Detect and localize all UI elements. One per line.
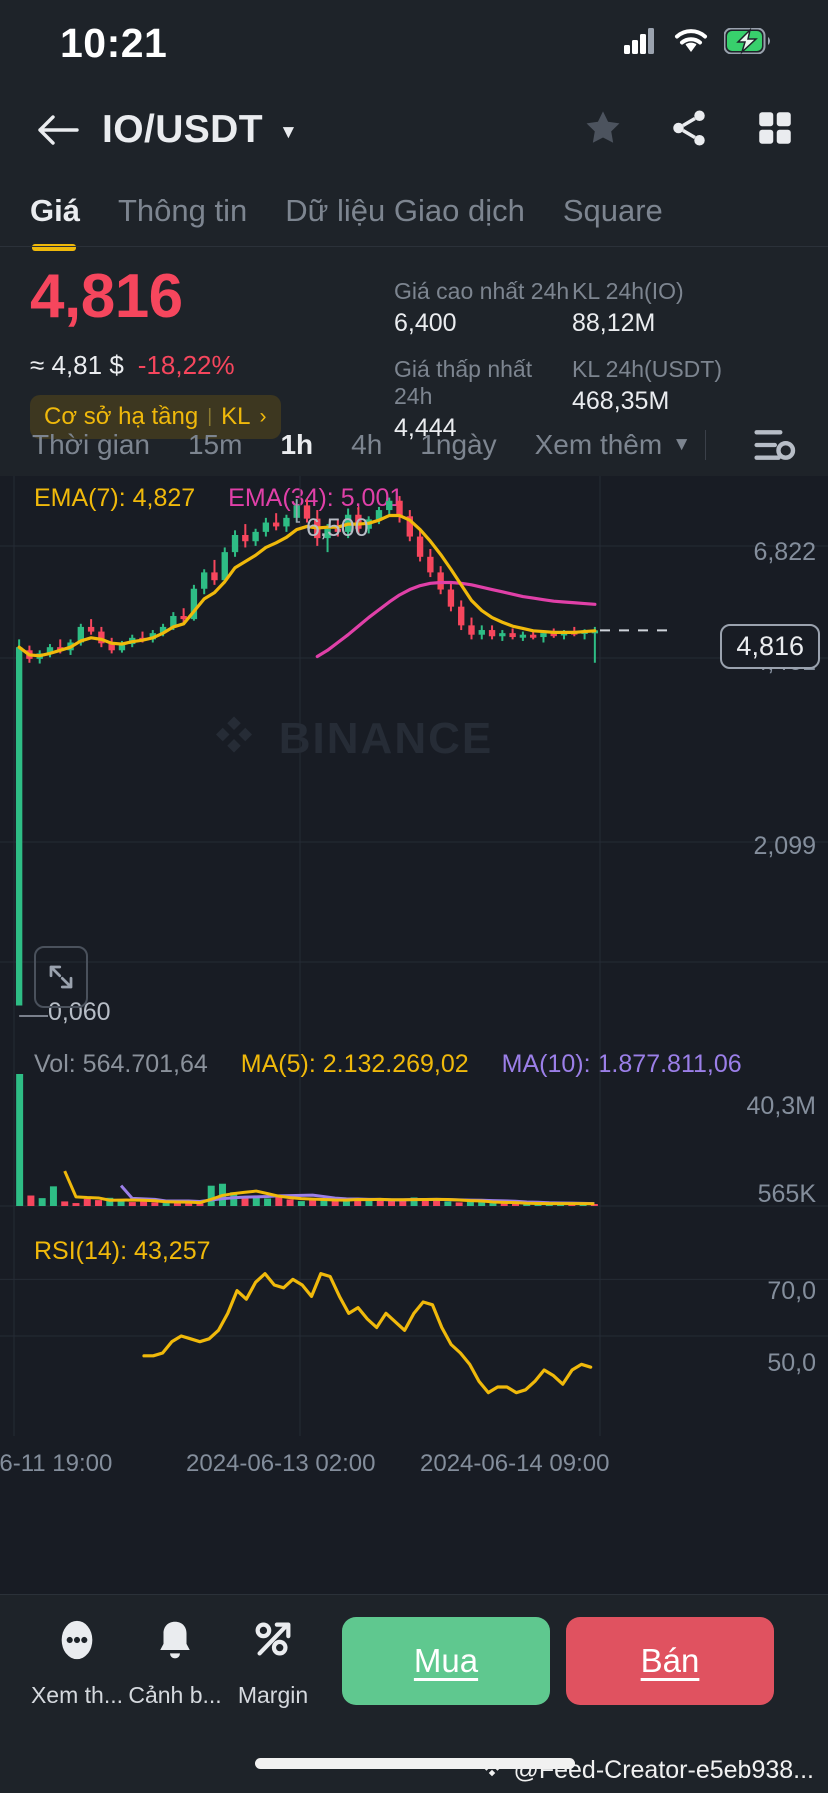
star-icon[interactable]	[582, 107, 624, 154]
interval-1h[interactable]: 1h	[280, 429, 314, 460]
legend-ema34: EMA(34): 5,001	[228, 484, 404, 512]
creator-credit-overlay: @Feed-Creator-e5eb938...	[477, 1755, 814, 1785]
legend-ema7: EMA(7): 4,827	[34, 484, 196, 512]
interval-more-button[interactable]: Xem thêm ▼	[535, 429, 691, 461]
volume-panel[interactable]: Vol: 564.701,64 MA(5): 2.132.269,02 MA(1…	[0, 1046, 828, 1231]
sell-button[interactable]: Bán	[566, 1617, 774, 1705]
trading-pair-title[interactable]: IO/USDT	[102, 108, 263, 151]
stat-label-low-24h: Giá thấp nhất 24h	[394, 356, 533, 409]
status-bar-clock: 10:21	[60, 19, 168, 66]
price-axis-tick-top: 6,822	[753, 538, 816, 566]
interval-4h[interactable]: 4h	[351, 429, 383, 460]
rsi-panel[interactable]: RSI(14): 43,257 70,0 50,0	[0, 1231, 828, 1436]
price-summary: 4,816 ≈ 4,81 $ -18,22% Cơ sở hạ tầng | K…	[0, 258, 828, 442]
category-tag-pill[interactable]: Cơ sở hạ tầng | KL ›	[30, 395, 281, 439]
top-navigation-bar: IO/USDT ▼	[0, 88, 828, 172]
stat-value-volume-io: 88,12M	[572, 309, 656, 337]
tab-thong-tin[interactable]: Thông tin	[117, 193, 248, 228]
tag-separator: |	[207, 406, 213, 427]
bottom-item-more-label: Xem th...	[30, 1682, 124, 1708]
binance-logo-icon	[483, 1758, 502, 1777]
chevron-down-icon[interactable]: ▼	[278, 122, 298, 143]
last-price: 4,816	[30, 262, 183, 331]
volume-chart-svg	[0, 1046, 828, 1231]
interval-1day[interactable]: 1ngày	[420, 429, 497, 460]
price-change-percent: -18,22%	[137, 350, 235, 380]
price-panel[interactable]: EMA(7): 4,827 EMA(34): 5,001 6,822 4,461…	[0, 476, 828, 1046]
stat-label-volume-io: KL 24h(IO)	[572, 278, 684, 304]
tag-primary-label: Cơ sở hạ tầng	[44, 403, 199, 430]
creator-credit-label: @Feed-Creator-e5eb938...	[513, 1755, 814, 1784]
tab-square[interactable]: Square	[562, 193, 663, 228]
price-axis-tick-low: 2,099	[753, 832, 816, 860]
chart-x-axis: 06-11 19:00 2024-06-13 02:00 2024-06-14 …	[0, 1438, 828, 1498]
rsi-axis-tick-50: 50,0	[767, 1349, 816, 1377]
buy-button[interactable]: Mua	[342, 1617, 550, 1705]
price-panel-legend: EMA(7): 4,827 EMA(34): 5,001	[34, 484, 403, 513]
tabs-divider	[0, 246, 828, 247]
x-axis-tick-3: 2024-06-14 09:00	[420, 1450, 610, 1477]
buy-button-label: Mua	[413, 1642, 479, 1679]
stat-value-volume-usdt: 468,35M	[572, 387, 670, 415]
share-icon[interactable]	[668, 107, 710, 154]
x-axis-tick-1: 06-11 19:00	[0, 1450, 113, 1477]
legend-vol: Vol: 564.701,64	[34, 1050, 208, 1078]
bottom-item-margin-label: Margin	[237, 1682, 309, 1708]
interval-selector-bar: Thời gian 15m 1h 4h 1ngày Xem thêm ▼	[0, 414, 828, 476]
volume-axis-tick-top: 40,3M	[746, 1092, 816, 1120]
legend-ma10: MA(10): 1.877.811,06	[501, 1050, 742, 1078]
stat-label-volume-usdt: KL 24h(USDT)	[572, 356, 722, 382]
tab-gia[interactable]: Giá	[30, 193, 80, 251]
tab-du-lieu-giao-dich[interactable]: Dữ liệu Giao dịch	[285, 193, 525, 228]
battery-charging-icon	[723, 27, 770, 59]
bottom-item-margin[interactable]: Margin	[224, 1617, 322, 1709]
binance-watermark: BINANCE	[0, 712, 700, 766]
sell-button-label: Bán	[640, 1642, 700, 1679]
interval-15m[interactable]: 15m	[187, 429, 243, 460]
interval-time-label[interactable]: Thời gian	[32, 429, 150, 460]
stat-value-high-24h: 6,400	[394, 309, 457, 337]
bell-icon	[152, 1617, 198, 1668]
rsi-panel-legend: RSI(14): 43,257	[34, 1237, 211, 1266]
wifi-icon	[674, 28, 708, 59]
tag-secondary-label: KL	[221, 403, 251, 430]
fullscreen-button[interactable]	[34, 946, 88, 1008]
x-axis-tick-2: 2024-06-13 02:00	[186, 1450, 376, 1477]
fullscreen-icon	[49, 965, 73, 989]
legend-ma5: MA(5): 2.132.269,02	[240, 1050, 469, 1078]
stat-label-high-24h: Giá cao nhất 24h	[394, 278, 570, 304]
stat-value-low-24h: 4,444	[394, 414, 457, 442]
interval-divider	[705, 430, 707, 460]
bottom-item-alert-label: Cảnh b...	[128, 1682, 222, 1708]
interval-more-label: Xem thêm	[534, 429, 663, 460]
cellular-signal-icon	[624, 27, 658, 59]
watermark-label: BINANCE	[278, 714, 494, 763]
chevron-right-icon: ›	[259, 405, 267, 428]
rsi-chart-svg	[0, 1231, 828, 1436]
back-arrow-icon[interactable]	[32, 104, 84, 156]
section-tabs: Giá Thông tin Dữ liệu Giao dịch Square	[0, 180, 828, 251]
chart-high-marker-label: 6,500	[306, 514, 369, 542]
bottom-item-more[interactable]: Xem th...	[28, 1617, 126, 1709]
percent-arrow-icon	[250, 1617, 296, 1668]
chart-settings-icon[interactable]	[750, 425, 796, 465]
volume-axis-tick-bottom: 565K	[757, 1180, 816, 1208]
binance-logo-icon	[215, 716, 252, 753]
volume-panel-legend: Vol: 564.701,64 MA(5): 2.132.269,02 MA(1…	[34, 1050, 742, 1079]
chart-container[interactable]: BINANCE EMA(7): 4,827 EMA(34): 5,001 6,8…	[0, 476, 828, 1594]
chevron-down-icon: ▼	[672, 434, 692, 455]
status-bar-icons	[624, 27, 770, 59]
bottom-item-alert[interactable]: Cảnh b...	[126, 1617, 224, 1709]
home-indicator	[255, 1758, 575, 1769]
current-price-badge: 4,816	[720, 624, 820, 669]
grid-icon[interactable]	[754, 107, 796, 154]
status-bar: 10:21	[0, 0, 828, 86]
approx-usd-price: ≈ 4,81 $	[30, 350, 124, 380]
rsi-axis-tick-70: 70,0	[767, 1277, 816, 1305]
price-chart-svg	[0, 476, 828, 1046]
more-dots-icon	[54, 1617, 100, 1668]
legend-rsi: RSI(14): 43,257	[34, 1237, 211, 1265]
market-stats-grid: Giá cao nhất 24h 6,400 KL 24h(IO) 88,12M…	[394, 264, 814, 443]
